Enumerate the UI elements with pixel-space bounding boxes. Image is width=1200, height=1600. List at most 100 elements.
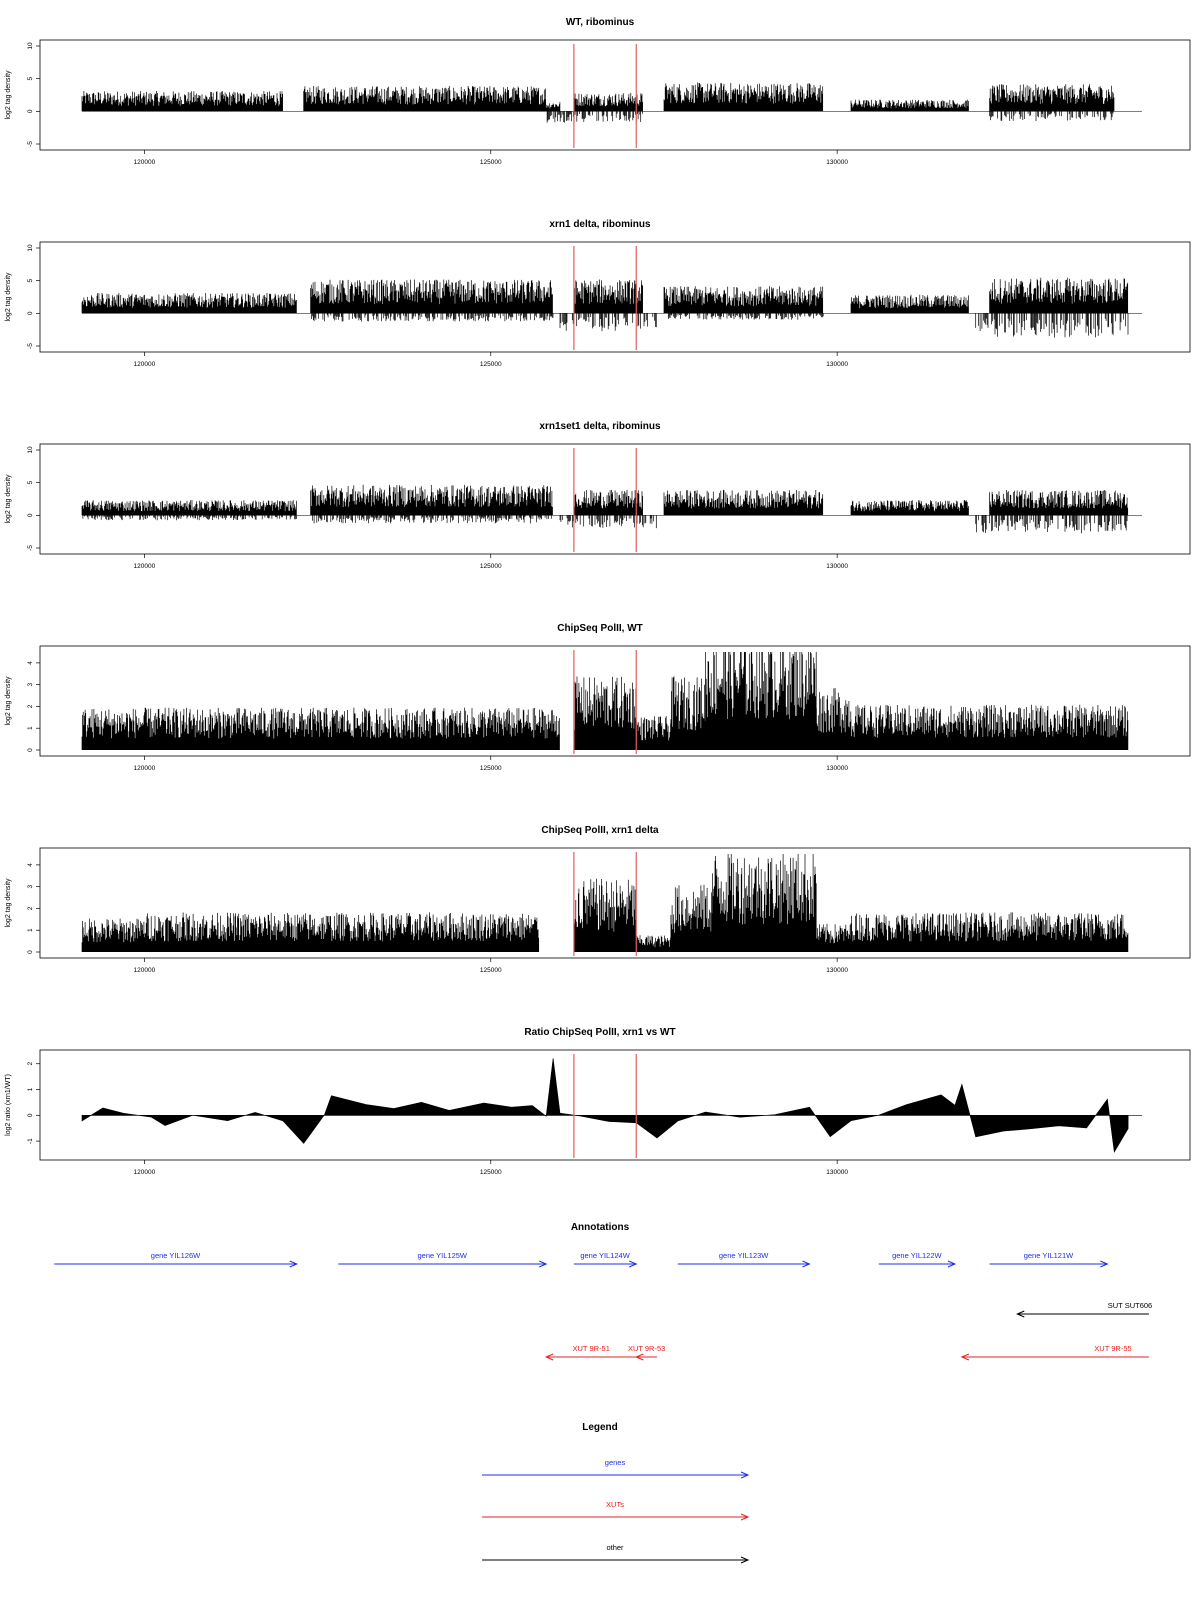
signal-bars [81, 652, 1129, 750]
signal-bar-path [81, 652, 1129, 750]
arrow-head [740, 1556, 750, 1564]
gene-arrow: gene YIL126W [54, 1251, 299, 1268]
y-tick-label: -5 [27, 141, 34, 147]
y-tick-label: -5 [27, 545, 34, 551]
panel-title: xrn1 delta, ribominus [549, 219, 651, 230]
plot-frame [39, 847, 1191, 959]
y-tick-label: 0 [27, 513, 34, 517]
signal-bar-path [81, 854, 1129, 952]
arrow-head [1100, 1260, 1109, 1268]
xut-arrow: XUT 9R-55 [960, 1344, 1149, 1361]
x-tick-label: 130000 [826, 361, 848, 368]
track-panel-1: WT, ribominus -5 0 5 10 log2 tag density 12000… [5, 17, 1191, 166]
x-tick-label: 130000 [826, 563, 848, 570]
track-panel-2: xrn1 delta, ribominus -5 0 5 10 log2 tag dens… [5, 219, 1191, 368]
panel-title: xrn1set1 delta, ribominus [539, 421, 661, 432]
xut-arrow: XUT 9R-53 [628, 1344, 665, 1361]
signal-bar-path [81, 277, 1129, 338]
y-axis-label: log2 ratio (xrn1/WT) [5, 1074, 12, 1136]
y-tick-label: 10 [27, 446, 34, 454]
gene-label: gene YIL125W [418, 1251, 468, 1260]
plot-frame [39, 1049, 1191, 1161]
legend-title: Legend [582, 1422, 618, 1433]
sut-arrow: SUT SUT606 [1016, 1301, 1152, 1318]
signal-bars [81, 484, 1129, 534]
track-panel-6: Ratio ChipSeq PolII, xrn1 vs WT -1 0 1 2 log2… [5, 1027, 1191, 1176]
arrow-head [544, 1353, 554, 1361]
plot-frame [39, 443, 1191, 555]
ratio-area [81, 1058, 1129, 1153]
plot-frame [39, 645, 1191, 757]
arrow-head [960, 1353, 970, 1361]
gene-label: gene YIL124W [580, 1251, 630, 1260]
gene-label: gene YIL126W [151, 1251, 201, 1260]
legend-panel: Legend genes XUTs other [482, 1422, 750, 1564]
x-tick-label: 120000 [134, 361, 156, 368]
y-tick-label: 4 [27, 661, 34, 665]
x-tick-label: 130000 [826, 967, 848, 974]
legend-label: genes [605, 1458, 626, 1467]
x-tick-label: 120000 [134, 159, 156, 166]
x-tick-label: 130000 [826, 765, 848, 772]
gene-arrow: gene YIL122W [878, 1251, 957, 1268]
y-tick-label: 5 [27, 76, 34, 80]
track-panel-3: xrn1set1 delta, ribominus -5 0 5 10 log2 tag … [5, 421, 1191, 570]
gene-arrow: gene YIL124W [573, 1251, 638, 1268]
x-tick-label: 125000 [480, 563, 502, 570]
gene-label: gene YIL123W [719, 1251, 769, 1260]
legend-label: other [606, 1543, 624, 1552]
track-panel-5: ChipSeq PolII, xrn1 delta 0 1 2 3 4 log2 tag d… [5, 825, 1191, 974]
xut-label: XUT 9R-53 [628, 1344, 665, 1353]
arrow-head [740, 1471, 750, 1479]
x-tick-label: 120000 [134, 967, 156, 974]
y-axis-label: log2 tag density [5, 474, 12, 524]
arrow-head [802, 1260, 811, 1268]
y-tick-label: 2 [27, 704, 34, 708]
y-tick-label: -1 [27, 1138, 34, 1144]
plot-frame [39, 241, 1191, 353]
y-axis-label: log2 tag density [5, 676, 12, 726]
x-tick-label: 120000 [134, 1169, 156, 1176]
legend-item: other [482, 1543, 750, 1564]
y-tick-label: 0 [27, 748, 34, 752]
x-tick-label: 125000 [480, 967, 502, 974]
arrow-head [740, 1513, 750, 1521]
x-tick-label: 125000 [480, 1169, 502, 1176]
arrow-head [289, 1260, 299, 1268]
signal-bars [81, 82, 1115, 123]
annotations-title: Annotations [571, 1222, 630, 1233]
panel-title: ChipSeq PolII, xrn1 delta [541, 825, 659, 836]
y-tick-label: 3 [27, 682, 34, 686]
y-axis-label: log2 tag density [5, 878, 12, 928]
signal-bar-path [81, 82, 1115, 123]
annotations-panel: Annotations gene YIL126W gene YIL125W gene… [54, 1222, 1152, 1361]
legend-label: XUTs [606, 1500, 624, 1509]
gene-arrow: gene YIL125W [338, 1251, 548, 1268]
y-tick-label: 10 [27, 244, 34, 252]
x-tick-label: 125000 [480, 159, 502, 166]
arrow-head [1016, 1310, 1025, 1318]
xut-label: XUT 9R-55 [1094, 1344, 1131, 1353]
legend-item: genes [482, 1458, 750, 1479]
y-tick-label: 1 [27, 1087, 34, 1091]
x-tick-label: 130000 [826, 159, 848, 166]
gene-arrow: gene YIL123W [677, 1251, 811, 1268]
x-tick-label: 130000 [826, 1169, 848, 1176]
panel-title: Ratio ChipSeq PolII, xrn1 vs WT [524, 1027, 675, 1038]
y-tick-label: 5 [27, 278, 34, 282]
gene-label: gene YIL121W [1024, 1251, 1074, 1260]
y-tick-label: 0 [27, 950, 34, 954]
y-tick-label: 1 [27, 726, 34, 730]
gene-label: gene YIL122W [892, 1251, 942, 1260]
y-tick-label: 0 [27, 1113, 34, 1117]
y-tick-label: 3 [27, 884, 34, 888]
y-tick-label: 1 [27, 928, 34, 932]
arrow-head [538, 1260, 548, 1268]
xut-label: XUT 9R-51 [573, 1344, 610, 1353]
arrow-head [947, 1260, 957, 1268]
y-axis-label: log2 tag density [5, 272, 12, 322]
plot-frame [39, 39, 1191, 151]
y-axis-label: log2 tag density [5, 70, 12, 120]
